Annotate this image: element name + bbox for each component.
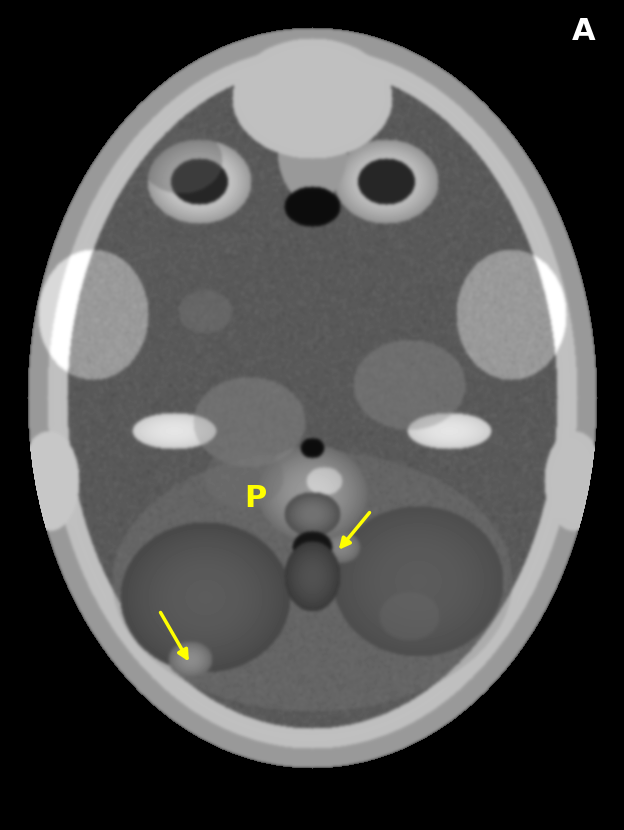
Text: A: A [572, 17, 595, 46]
Text: P: P [245, 484, 267, 512]
